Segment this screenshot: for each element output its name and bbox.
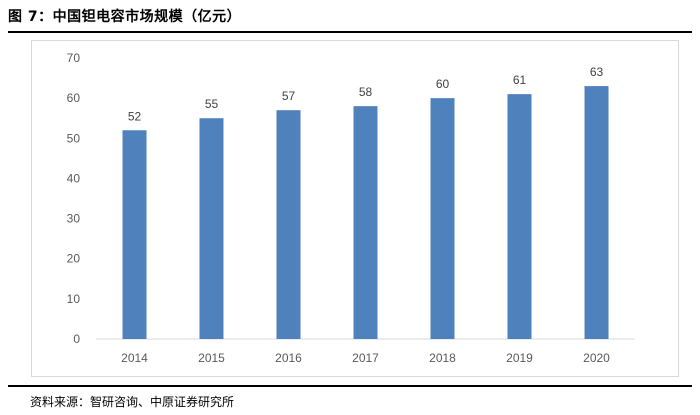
bar-2014	[122, 130, 147, 339]
y-tick-label: 30	[67, 212, 81, 226]
x-tick-label-2014: 2014	[121, 351, 148, 365]
bar-2016	[276, 110, 301, 339]
y-tick-label: 0	[73, 332, 80, 346]
x-tick-label-2018: 2018	[429, 351, 456, 365]
data-label-2016: 57	[282, 89, 296, 103]
x-axis-ticks: 2014 2015 2016 2017 2018 2019 2020	[121, 351, 610, 365]
bars	[122, 86, 609, 340]
figure-title: 图 7：中国钽电容市场规模（亿元）	[8, 9, 242, 25]
x-tick-label-2015: 2015	[198, 351, 225, 365]
data-label-2020: 63	[590, 65, 604, 79]
bar-2015	[199, 118, 224, 339]
data-labels: 52 55 57 58 60 61 63	[128, 65, 604, 123]
y-tick-label: 10	[67, 292, 81, 306]
bar-2018	[430, 98, 455, 340]
chart-frame	[31, 40, 679, 377]
y-tick-label: 20	[67, 252, 81, 266]
data-label-2015: 55	[205, 97, 219, 111]
data-label-2014: 52	[128, 109, 142, 123]
bar-2017	[353, 106, 378, 340]
x-tick-label-2017: 2017	[352, 351, 379, 365]
bar-2019	[507, 94, 532, 339]
data-label-2019: 61	[513, 73, 527, 87]
top-rule	[8, 31, 692, 33]
source-note: 资料来源：智研咨询、中原证券研究所	[30, 395, 235, 409]
y-axis-ticks: 0 10 20 30 40 50 60 70	[67, 51, 81, 346]
data-label-2018: 60	[436, 77, 450, 91]
y-tick-label: 70	[67, 51, 81, 65]
y-tick-label: 50	[67, 131, 81, 145]
x-tick-label-2020: 2020	[583, 351, 610, 365]
y-tick-label: 60	[67, 91, 81, 105]
x-tick-label-2016: 2016	[275, 351, 302, 365]
x-tick-label-2019: 2019	[506, 351, 533, 365]
bar-2020	[584, 86, 609, 339]
bottom-rule	[8, 385, 692, 387]
data-label-2017: 58	[359, 85, 373, 99]
y-tick-label: 40	[67, 171, 81, 185]
